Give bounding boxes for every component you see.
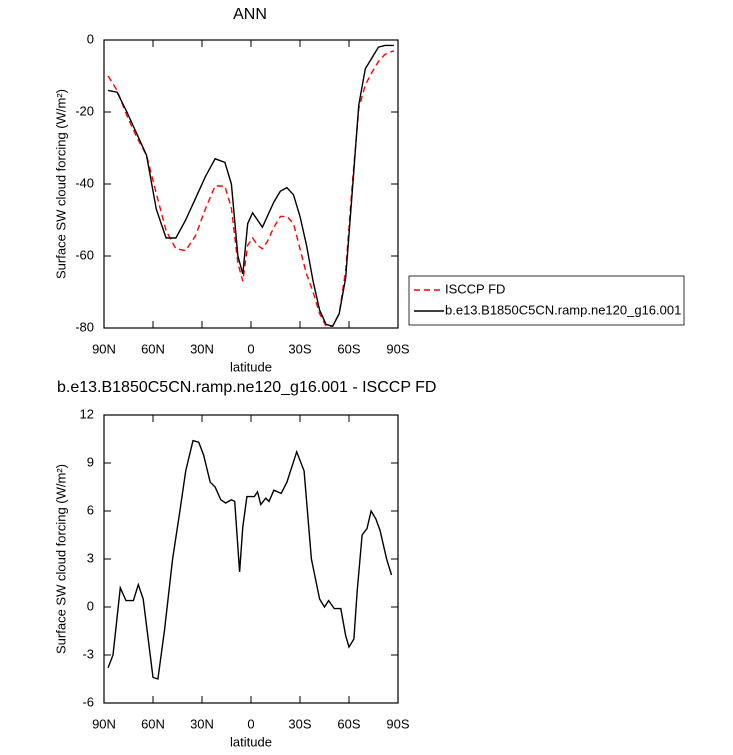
y-tick-label: -40 [75,175,94,190]
x-tick-label: 0 [247,341,254,356]
y-axis-label: Surface SW cloud forcing (W/m²) [53,89,68,279]
x-tick-label: 30N [190,341,214,356]
data-line [107,44,394,328]
y-axis-label: Surface SW cloud forcing (W/m²) [53,464,68,654]
x-tick-label: 0 [247,716,254,731]
y-tick-label: -20 [75,103,94,118]
y-tick-label: -80 [75,319,94,334]
y-tick-label: 0 [87,31,94,46]
chart-title: ANN [233,6,267,23]
y-tick-label: 6 [87,502,94,517]
x-tick-label: 30N [190,716,214,731]
y-tick-label: 12 [80,406,94,421]
x-tick-label: 60S [337,341,360,356]
x-tick-label: 90S [386,341,409,356]
chart-title: b.e13.B1850C5CN.ramp.ne120_g16.001 - ISC… [57,379,436,396]
x-tick-label: 90S [386,716,409,731]
x-tick-label: 60N [141,716,165,731]
y-tick-label: -3 [82,646,94,661]
plot-frame [103,414,399,704]
y-tick-label: 0 [87,598,94,613]
x-tick-label: 90N [92,716,116,731]
data-line [107,50,395,327]
x-tick-label: 30S [288,716,311,731]
y-tick-label: -6 [82,694,94,709]
legend-label: ISCCP FD [445,281,505,296]
x-axis-label: latitude [230,359,272,374]
x-tick-label: 60S [337,716,360,731]
x-axis-label: latitude [230,734,272,749]
x-tick-label: 30S [288,341,311,356]
legend-label: b.e13.B1850C5CN.ramp.ne120_g16.001 [445,302,681,317]
legend-frame [408,275,685,326]
data-line [107,439,393,680]
x-tick-label: 90N [92,341,116,356]
y-tick-label: 9 [87,454,94,469]
y-tick-label: 3 [87,550,94,565]
plot-frame [103,39,399,329]
x-tick-label: 60N [141,341,165,356]
y-tick-label: -60 [75,247,94,262]
